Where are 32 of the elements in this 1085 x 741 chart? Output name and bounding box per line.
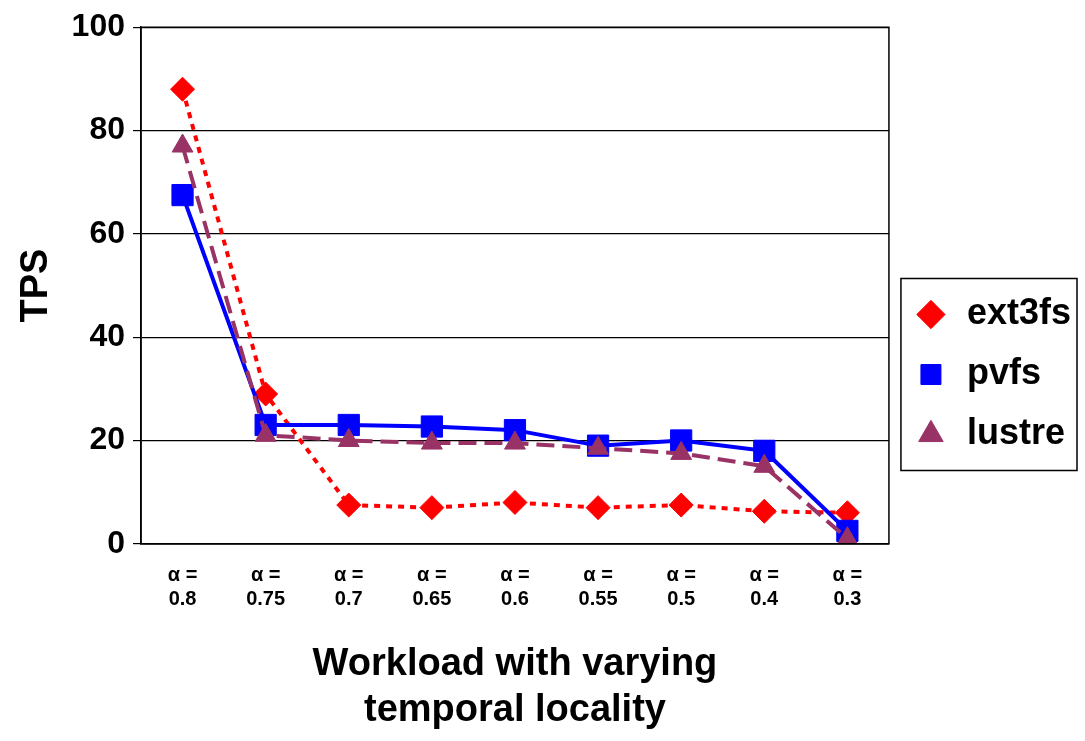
point <box>253 381 279 407</box>
y-tick-label: 20 <box>89 420 125 457</box>
y-tick-label: 100 <box>71 7 125 44</box>
point <box>419 495 445 521</box>
x-axis-title: Workload with varying temporal locality <box>312 641 718 729</box>
point <box>420 415 443 438</box>
x-tick-label: α = 0.3 <box>832 563 863 610</box>
point <box>337 413 360 437</box>
x-tick-label: α = 0.75 <box>246 563 286 610</box>
y-tick-label: 40 <box>89 316 125 353</box>
y-axis-title: TPS <box>13 248 56 323</box>
point <box>753 439 776 462</box>
point <box>336 492 362 518</box>
legend-label: lustre <box>966 411 1065 453</box>
y-tick-label: 0 <box>107 523 125 560</box>
y-tick-label: 60 <box>89 213 125 250</box>
point <box>668 492 694 518</box>
y-tick-label: 80 <box>89 110 125 147</box>
x-tick-label: α = 0.5 <box>666 563 696 610</box>
point <box>171 183 194 207</box>
x-tick-label: α = 0.8 <box>167 563 198 610</box>
legend-label: ext3fs <box>966 291 1071 333</box>
x-tick-label: α = 0.65 <box>412 563 452 610</box>
x-tick-label: α = 0.4 <box>749 563 780 610</box>
point <box>585 495 611 521</box>
x-tick-label: α = 0.6 <box>500 563 530 610</box>
point <box>502 489 528 515</box>
x-tick-label: α = 0.7 <box>333 563 364 610</box>
legend-label: pvfs <box>966 351 1041 393</box>
x-tick-label: α = 0.55 <box>578 563 618 610</box>
point <box>751 498 777 524</box>
point <box>170 76 196 102</box>
